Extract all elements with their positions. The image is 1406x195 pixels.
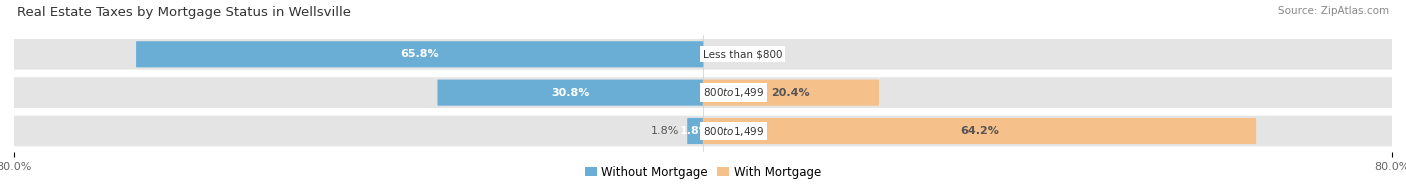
Text: $800 to $1,499: $800 to $1,499: [703, 86, 765, 99]
Text: 1.8%: 1.8%: [651, 126, 679, 136]
Text: 20.4%: 20.4%: [772, 88, 810, 98]
FancyBboxPatch shape: [703, 118, 1256, 144]
Text: 1.8%: 1.8%: [681, 126, 710, 136]
FancyBboxPatch shape: [136, 41, 703, 67]
Text: Source: ZipAtlas.com: Source: ZipAtlas.com: [1278, 6, 1389, 16]
FancyBboxPatch shape: [14, 116, 1392, 146]
Text: Real Estate Taxes by Mortgage Status in Wellsville: Real Estate Taxes by Mortgage Status in …: [17, 6, 352, 19]
FancyBboxPatch shape: [437, 80, 703, 106]
Text: 64.2%: 64.2%: [960, 126, 998, 136]
FancyBboxPatch shape: [703, 80, 879, 106]
Text: 0.0%: 0.0%: [716, 49, 744, 59]
Text: $800 to $1,499: $800 to $1,499: [703, 124, 765, 137]
Legend: Without Mortgage, With Mortgage: Without Mortgage, With Mortgage: [585, 166, 821, 179]
Text: 30.8%: 30.8%: [551, 88, 589, 98]
FancyBboxPatch shape: [14, 39, 1392, 70]
Text: Less than $800: Less than $800: [703, 49, 783, 59]
Text: 65.8%: 65.8%: [401, 49, 439, 59]
FancyBboxPatch shape: [688, 118, 703, 144]
FancyBboxPatch shape: [14, 77, 1392, 108]
